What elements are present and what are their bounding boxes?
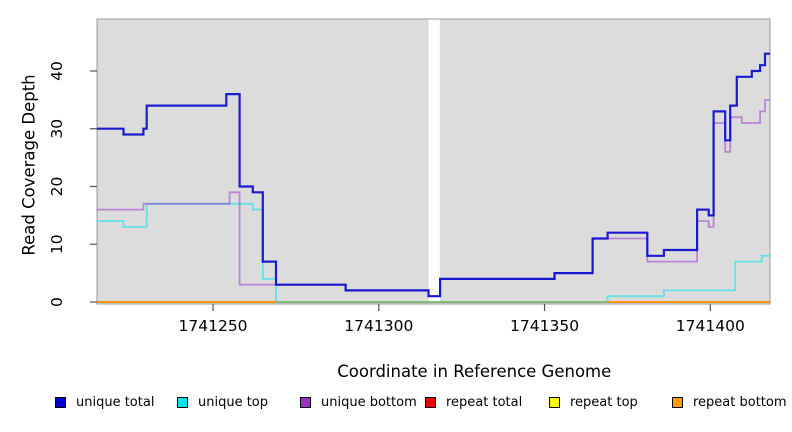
legend-label: repeat total — [446, 394, 523, 410]
legend-color-swatch-icon — [300, 396, 311, 408]
y-axis-title: Read Coverage Depth — [19, 74, 39, 256]
coverage-plot-svg: 1741250 1741300 1741350 1741400 0 10 20 30 40 — [48, 18, 771, 335]
x-axis-title: Coordinate in Reference Genome — [337, 362, 612, 381]
legend-label: repeat top — [570, 394, 638, 410]
legend-label: repeat bottom — [693, 394, 787, 410]
legend-color-swatch-icon — [672, 396, 683, 408]
legend-label: unique total — [76, 394, 155, 410]
y-tick-label: 20 — [48, 177, 66, 197]
no-data-gap — [428, 19, 440, 302]
x-tick-label: 1741350 — [510, 317, 579, 335]
y-tick-label: 30 — [48, 119, 66, 139]
series-line-unique-total — [97, 52, 770, 298]
legend-color-swatch-icon — [425, 396, 436, 408]
legend-item-repeat-total: repeat total — [425, 392, 522, 412]
series-line-unique-top — [97, 202, 770, 303]
x-tick-label: 1741400 — [676, 317, 745, 335]
y-tick-label: 10 — [48, 234, 66, 254]
legend-item-unique-top: unique top — [177, 392, 268, 412]
y-tick-label: 40 — [48, 61, 66, 81]
legend-color-swatch-icon — [177, 396, 188, 408]
x-tick-label: 1741250 — [179, 317, 248, 335]
chart-legend: unique total unique top unique bottom repea… — [0, 392, 792, 418]
legend-label: unique bottom — [321, 394, 417, 410]
x-tick-label: 1741300 — [344, 317, 413, 335]
legend-item-repeat-top: repeat top — [549, 392, 638, 412]
y-axis-title-wrap: Read Coverage Depth — [12, 60, 46, 270]
legend-item-repeat-bottom: repeat bottom — [672, 392, 787, 412]
legend-color-swatch-icon — [55, 396, 66, 408]
legend-item-unique-total: unique total — [55, 392, 154, 412]
y-tick-label: 0 — [48, 297, 66, 307]
legend-item-unique-bottom: unique bottom — [300, 392, 417, 412]
legend-color-swatch-icon — [549, 396, 560, 408]
legend-label: unique top — [198, 394, 269, 410]
